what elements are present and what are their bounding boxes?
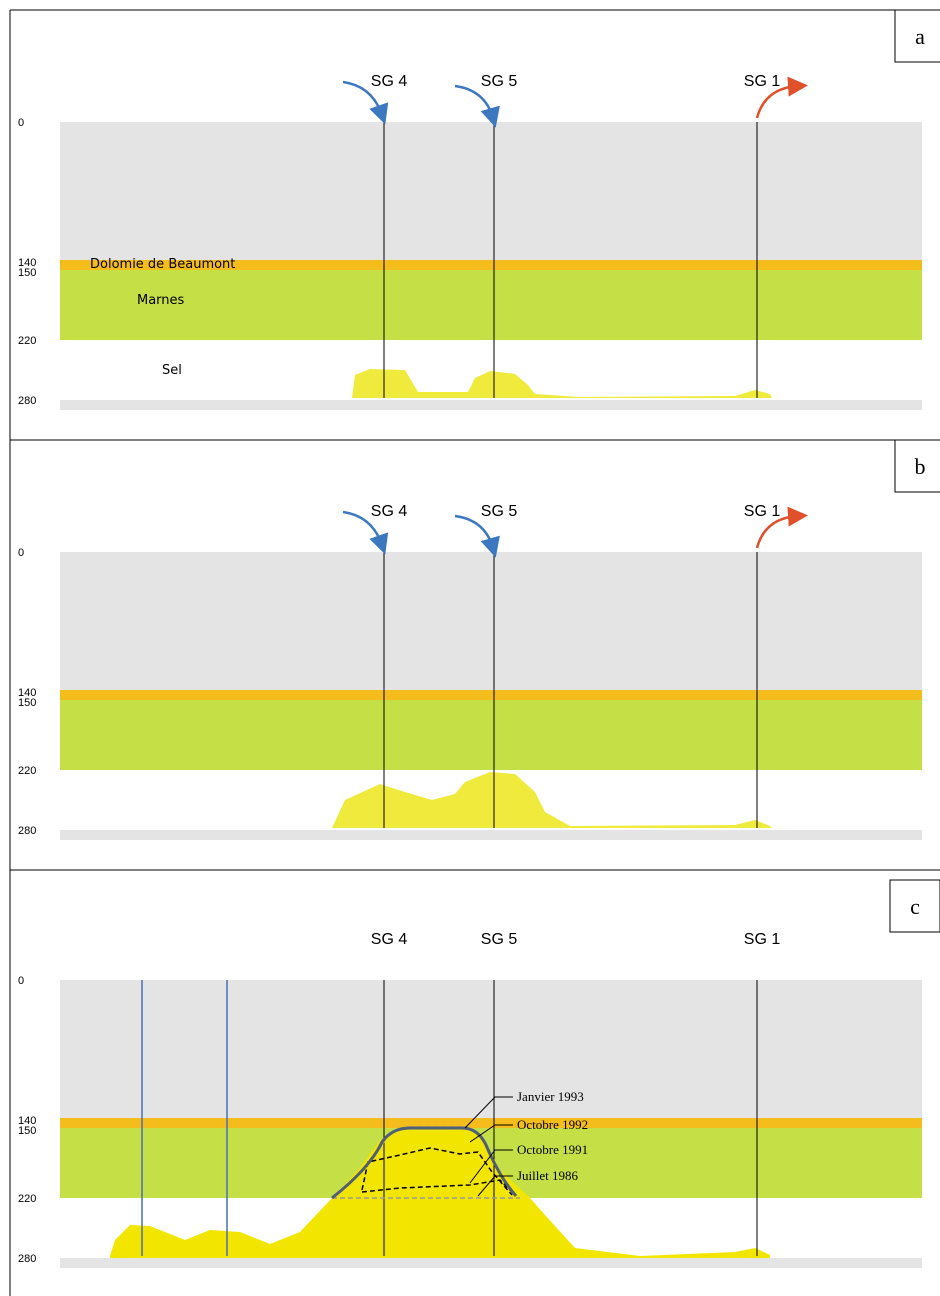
well-label: SG 4: [371, 931, 408, 948]
curve-label: Octobre 1992: [517, 1117, 588, 1132]
well-label: SG 1: [744, 503, 781, 520]
panel-letter: b: [915, 454, 926, 479]
injection-arrow: [342, 510, 389, 555]
extraction-arrow: [755, 506, 808, 549]
marl-layer: [60, 270, 922, 340]
depth-label: 220: [18, 1193, 36, 1205]
leader-line: [477, 1175, 513, 1197]
well-label: SG 1: [744, 931, 781, 948]
depth-label: 140: [18, 687, 36, 699]
panel-letter-box: [894, 439, 940, 493]
depth-label: 0: [18, 547, 24, 559]
well-label: SG 5: [481, 503, 518, 520]
leader-line: [469, 1124, 513, 1143]
depth-label: 140: [18, 1115, 36, 1127]
curve-1993: [331, 1126, 518, 1200]
depth-label: 0: [18, 117, 24, 129]
depth-label: 280: [18, 395, 36, 407]
depth-label: 280: [18, 1253, 36, 1265]
salt-cavity: [332, 772, 772, 828]
depth-label: 150: [18, 267, 36, 279]
gray-layer: [60, 980, 922, 1120]
layer-label: Marnes: [137, 293, 185, 308]
depth-label: 0: [18, 975, 24, 987]
depth-label: 150: [18, 1125, 36, 1137]
gray-layer: [60, 122, 922, 262]
panel-letter: a: [915, 24, 925, 49]
dolomite-layer: [60, 690, 922, 700]
dolomite-layer: [60, 1118, 922, 1128]
injection-arrow: [454, 514, 500, 558]
base-strip: [60, 1258, 922, 1268]
well-label: SG 5: [481, 931, 518, 948]
leader-line: [464, 1096, 513, 1129]
well-label: SG 5: [481, 73, 518, 90]
salt-cavity: [110, 1128, 770, 1258]
depth-label: 280: [18, 825, 36, 837]
marl-layer: [60, 700, 922, 770]
salt-cavity: [352, 369, 772, 398]
well-label: SG 1: [744, 73, 781, 90]
curve-1991-top: [361, 1147, 513, 1196]
dolomite-layer: [60, 260, 922, 270]
base-strip: [60, 830, 922, 840]
panel-letter: c: [910, 894, 920, 919]
well-label: SG 4: [371, 503, 408, 520]
injection-arrow: [342, 80, 389, 125]
extraction-arrow: [755, 76, 808, 119]
layer-label: Sel: [162, 363, 182, 378]
curve-label: Juillet 1986: [517, 1168, 579, 1183]
depth-label: 220: [18, 335, 36, 347]
curve-label: Octobre 1991: [517, 1142, 588, 1157]
gray-layer: [60, 552, 922, 692]
layer-label: Dolomie de Beaumont: [90, 257, 235, 272]
base-strip: [60, 400, 922, 410]
leader-line: [469, 1149, 513, 1184]
depth-label: 140: [18, 257, 36, 269]
panel-letter-box: [894, 9, 940, 63]
panel-letter-box: [889, 879, 940, 933]
well-label: SG 4: [371, 73, 408, 90]
depth-label: 220: [18, 765, 36, 777]
curve-label: Janvier 1993: [517, 1089, 584, 1104]
depth-label: 150: [18, 697, 36, 709]
curve-1991: [361, 1179, 516, 1196]
injection-arrow: [454, 84, 500, 128]
